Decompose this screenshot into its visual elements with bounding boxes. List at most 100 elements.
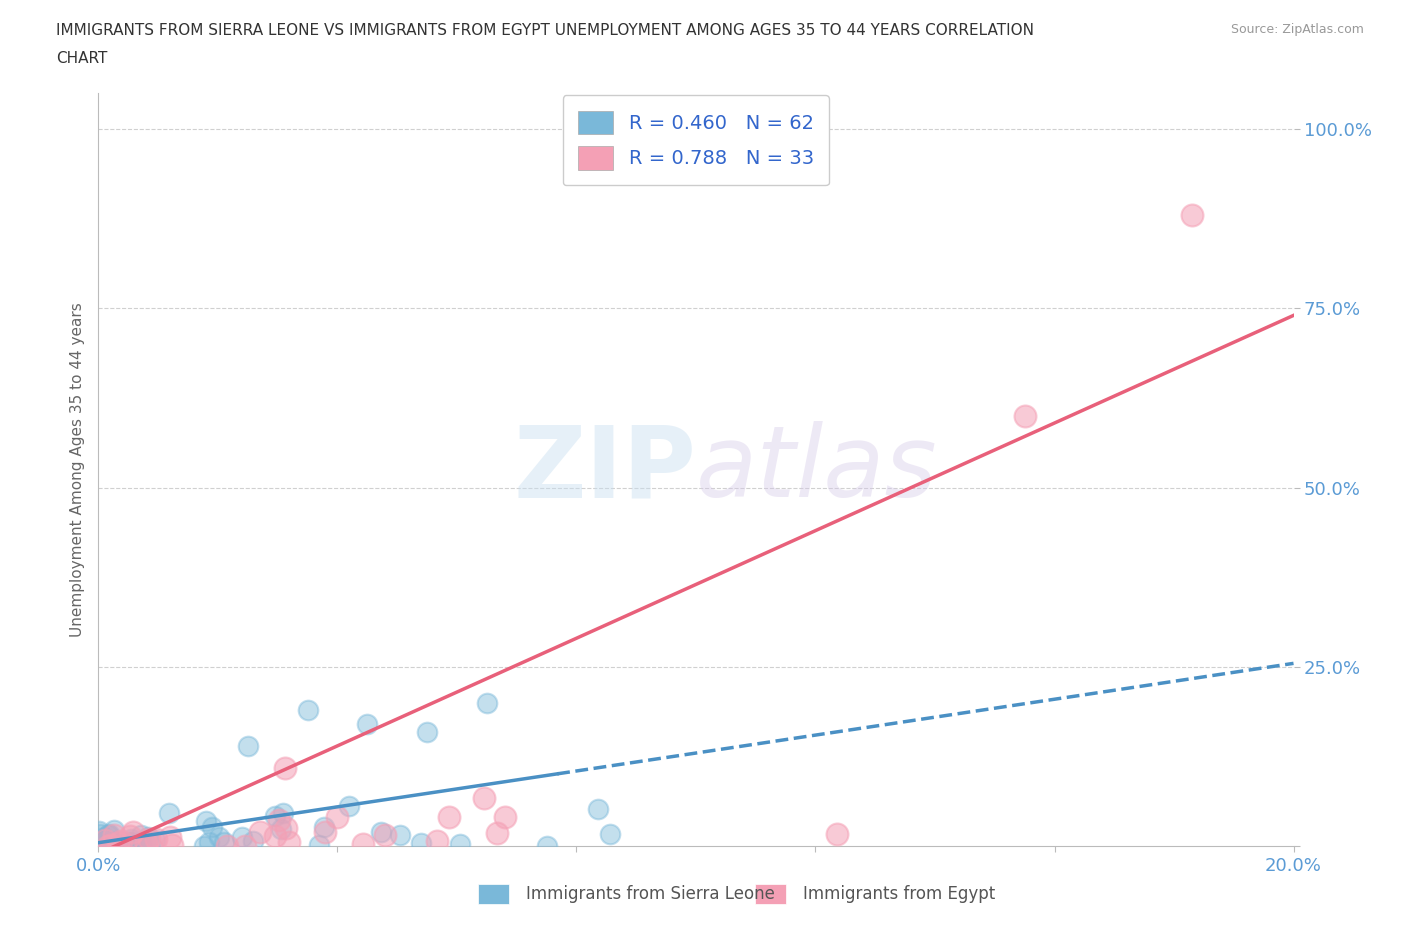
Point xyxy=(162,838,184,853)
Point xyxy=(103,822,125,837)
Point xyxy=(94,839,117,854)
Point xyxy=(1181,207,1204,222)
Point xyxy=(111,834,134,849)
Point xyxy=(337,798,360,813)
Point xyxy=(236,738,259,753)
Point xyxy=(297,702,319,717)
Text: IMMIGRANTS FROM SIERRA LEONE VS IMMIGRANTS FROM EGYPT UNEMPLOYMENT AMONG AGES 35: IMMIGRANTS FROM SIERRA LEONE VS IMMIGRAN… xyxy=(56,23,1035,38)
Point xyxy=(472,790,495,805)
Point xyxy=(242,833,264,848)
Point xyxy=(136,830,159,844)
Point xyxy=(121,834,143,849)
Point xyxy=(103,835,125,850)
Point xyxy=(215,838,238,853)
Point xyxy=(370,824,392,839)
Point xyxy=(274,761,297,776)
Point xyxy=(118,835,141,850)
Point xyxy=(98,827,121,842)
Point xyxy=(352,836,374,851)
Bar xyxy=(478,884,509,904)
Text: atlas: atlas xyxy=(696,421,938,518)
Point xyxy=(599,827,621,842)
Text: ZIP: ZIP xyxy=(513,421,696,518)
Point xyxy=(100,837,122,852)
Point xyxy=(118,834,141,849)
Point xyxy=(97,828,120,843)
Point xyxy=(103,838,125,853)
Point xyxy=(356,717,378,732)
Point xyxy=(586,802,609,817)
Bar xyxy=(755,884,786,904)
Point xyxy=(314,824,336,839)
Point xyxy=(449,837,471,852)
Text: Immigrants from Sierra Leone: Immigrants from Sierra Leone xyxy=(526,884,775,903)
Point xyxy=(233,838,256,853)
Point xyxy=(249,824,271,839)
Point xyxy=(825,827,848,842)
Y-axis label: Unemployment Among Ages 35 to 44 years: Unemployment Among Ages 35 to 44 years xyxy=(69,302,84,637)
Point xyxy=(120,831,142,846)
Point xyxy=(131,828,153,843)
Point xyxy=(94,833,117,848)
Point xyxy=(100,834,122,849)
Point xyxy=(308,838,330,853)
Point xyxy=(277,834,299,849)
Point xyxy=(107,835,129,850)
Point xyxy=(193,839,215,854)
Point xyxy=(1014,408,1036,423)
Legend: R = 0.460   N = 62, R = 0.788   N = 33: R = 0.460 N = 62, R = 0.788 N = 33 xyxy=(562,95,830,185)
Point xyxy=(101,835,124,850)
Point xyxy=(231,830,253,844)
Point xyxy=(89,832,111,847)
Point xyxy=(97,838,120,853)
Point xyxy=(214,834,236,849)
Point xyxy=(145,831,167,846)
Point xyxy=(426,834,449,849)
Point xyxy=(271,805,294,820)
Point xyxy=(201,819,224,834)
Point xyxy=(107,835,129,850)
Point xyxy=(91,838,114,853)
Point xyxy=(94,832,117,847)
Point xyxy=(276,821,298,836)
Point xyxy=(118,829,141,844)
Point xyxy=(98,837,121,852)
Point xyxy=(374,828,396,843)
Point xyxy=(135,835,157,850)
Point xyxy=(131,835,153,850)
Point xyxy=(267,813,290,828)
Text: Immigrants from Egypt: Immigrants from Egypt xyxy=(803,884,995,903)
Point xyxy=(475,696,498,711)
Point xyxy=(103,837,125,852)
Point xyxy=(208,830,231,844)
Point xyxy=(143,832,166,847)
Point xyxy=(494,810,516,825)
Point xyxy=(437,809,460,824)
Point xyxy=(94,834,117,849)
Point xyxy=(159,830,181,844)
Point xyxy=(409,836,432,851)
Point xyxy=(536,838,558,853)
Point xyxy=(89,839,111,854)
Text: CHART: CHART xyxy=(56,51,108,66)
Point xyxy=(120,837,142,852)
Point xyxy=(124,837,146,852)
Point xyxy=(110,833,132,848)
Point xyxy=(388,828,411,843)
Point xyxy=(270,822,292,837)
Point xyxy=(103,828,125,843)
Point xyxy=(264,808,287,823)
Point xyxy=(138,832,160,847)
Point xyxy=(416,724,439,739)
Text: Source: ZipAtlas.com: Source: ZipAtlas.com xyxy=(1230,23,1364,36)
Point xyxy=(89,824,111,839)
Point xyxy=(89,826,111,841)
Point xyxy=(198,834,221,849)
Point xyxy=(129,838,152,853)
Point xyxy=(89,835,111,850)
Point xyxy=(312,820,335,835)
Point xyxy=(139,836,162,851)
Point xyxy=(101,838,124,853)
Point xyxy=(326,810,349,825)
Point xyxy=(263,829,285,844)
